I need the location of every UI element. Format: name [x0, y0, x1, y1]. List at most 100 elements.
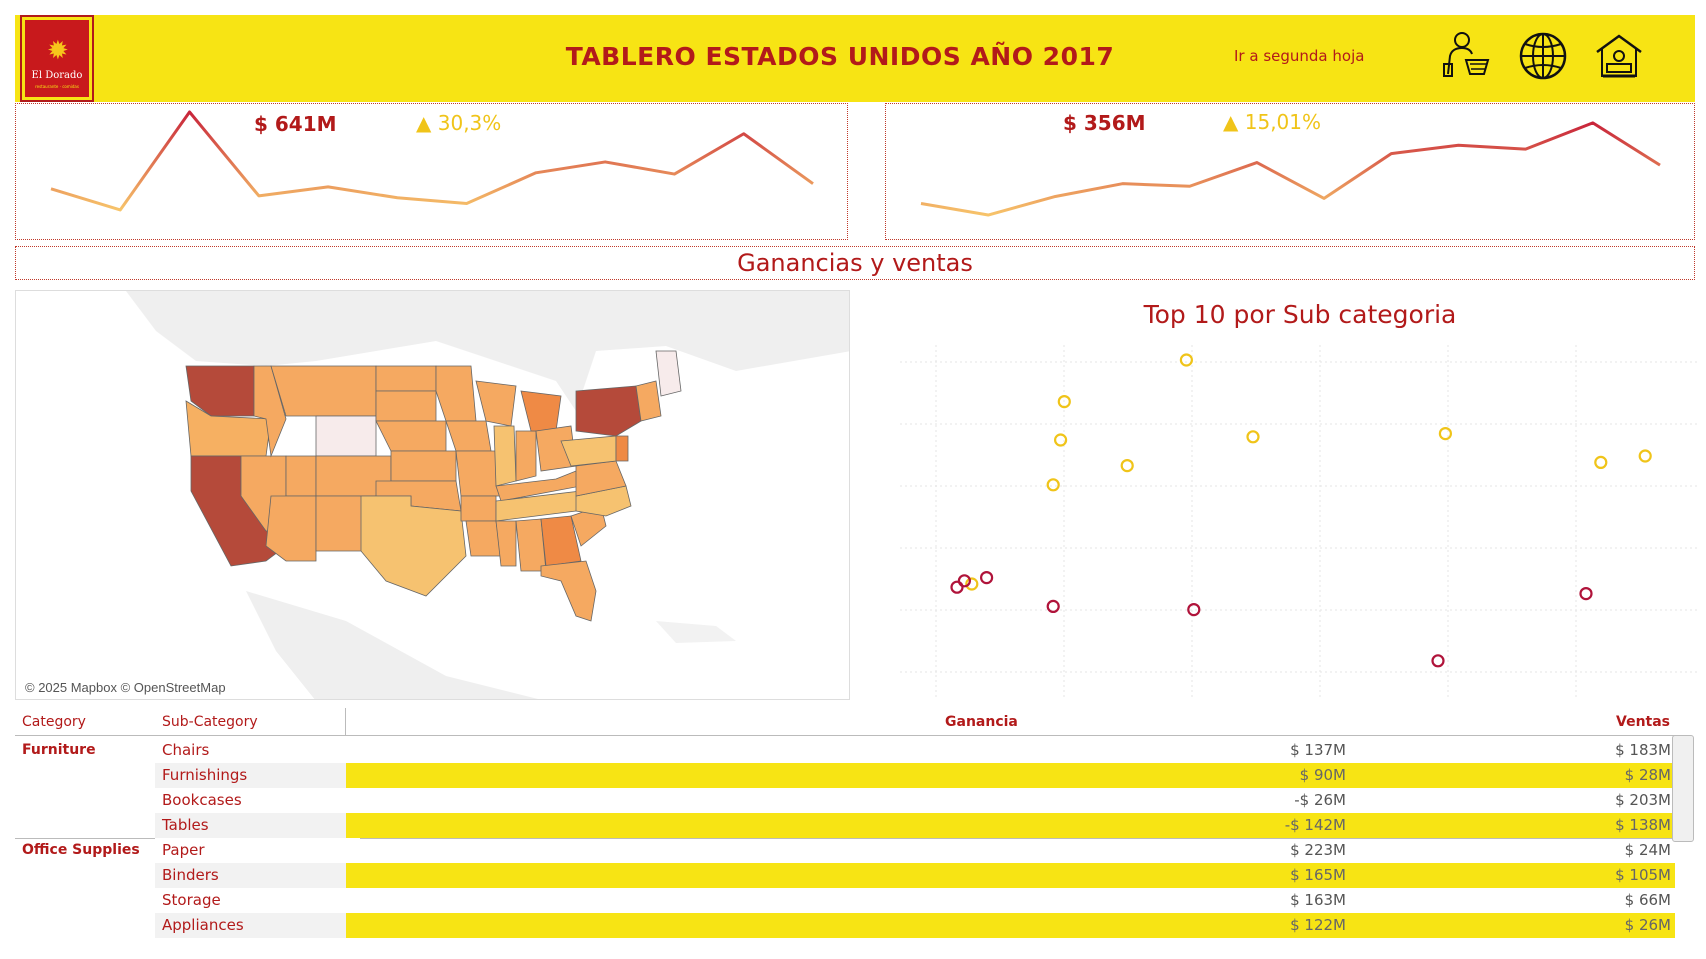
- state-louisiana: [465, 520, 502, 557]
- table-row[interactable]: Storage $ 163M $ 66M: [15, 888, 1675, 913]
- subcategory-cell[interactable]: Appliances: [155, 913, 360, 938]
- shopper-cart-icon[interactable]: [1440, 30, 1492, 82]
- kpi-left-sparkline: [50, 110, 814, 212]
- state-wyoming: [315, 415, 377, 457]
- scatter-point[interactable]: [1638, 449, 1652, 463]
- scatter-point[interactable]: [1594, 455, 1608, 470]
- scatter-point[interactable]: [1438, 426, 1453, 441]
- us-states[interactable]: [185, 350, 682, 622]
- scatter-point[interactable]: [1057, 394, 1071, 409]
- header-subcategory[interactable]: Sub-Category: [162, 714, 258, 730]
- header-ganancia[interactable]: Ganancia: [945, 714, 1018, 730]
- state-nebraska: [375, 420, 447, 452]
- logo-brand-text: El Dorado: [31, 70, 83, 81]
- us-choropleth-map[interactable]: [15, 290, 850, 700]
- table-row[interactable]: Office Supplies Paper $ 223M $ 24M: [15, 838, 1675, 863]
- ganancia-cell[interactable]: -$ 142M: [1284, 816, 1346, 834]
- kpi-right-change-text: 15,01%: [1244, 110, 1322, 134]
- header-ventas[interactable]: Ventas: [1616, 714, 1671, 730]
- table-row[interactable]: Binders $ 165M $ 105M: [15, 863, 1675, 888]
- map-canvas[interactable]: [16, 291, 850, 700]
- triangle-up-icon: ▲: [1223, 110, 1239, 134]
- value-cells: $ 137M $ 183M: [346, 738, 1675, 763]
- scatter-point[interactable]: [1046, 599, 1060, 613]
- ventas-cell[interactable]: $ 26M: [1624, 916, 1671, 934]
- globe-icon[interactable]: [1517, 30, 1569, 82]
- state-iowa: [445, 420, 492, 452]
- dashboard-title: TABLERO ESTADOS UNIDOS AÑO 2017: [565, 42, 1115, 71]
- scatter-point[interactable]: [1579, 587, 1593, 601]
- header-category[interactable]: Category: [22, 714, 86, 730]
- state-illinois: [493, 425, 517, 487]
- subcategory-cell[interactable]: Tables: [155, 813, 360, 838]
- subcategory-cell[interactable]: Storage: [155, 888, 360, 913]
- ganancia-cell[interactable]: $ 122M: [1290, 916, 1346, 934]
- state-new-jersey: [615, 435, 629, 462]
- scatter-point[interactable]: [957, 574, 972, 588]
- ventas-cell[interactable]: $ 105M: [1615, 866, 1671, 884]
- value-cells: $ 223M $ 24M: [346, 838, 1675, 863]
- ventas-cell[interactable]: $ 203M: [1615, 791, 1671, 809]
- ganancia-cell[interactable]: -$ 26M: [1294, 791, 1346, 809]
- scatter-chart[interactable]: [900, 345, 1700, 700]
- ventas-cell[interactable]: $ 28M: [1624, 766, 1671, 784]
- scatter-point[interactable]: [979, 571, 994, 585]
- ganancia-cell[interactable]: $ 223M: [1290, 841, 1346, 859]
- scatter-point[interactable]: [1246, 430, 1260, 444]
- table-row[interactable]: Appliances $ 122M $ 26M: [15, 913, 1675, 938]
- scatter-point[interactable]: [1187, 603, 1201, 617]
- ventas-cell[interactable]: $ 24M: [1624, 841, 1671, 859]
- kpi-left-value: $ 641M: [254, 112, 337, 136]
- table-row[interactable]: Furnishings $ 90M $ 28M: [15, 763, 1675, 788]
- go-to-second-sheet-link[interactable]: Ir a segunda hoja: [1234, 47, 1365, 65]
- scatter-points[interactable]: [950, 353, 1652, 668]
- value-cells: $ 163M $ 66M: [346, 888, 1675, 913]
- scatter-point[interactable]: [1179, 353, 1193, 367]
- scatter-title: Top 10 por Sub categoria: [1143, 300, 1457, 329]
- value-cells: $ 122M $ 26M: [346, 913, 1675, 938]
- scatter-point[interactable]: [1046, 478, 1060, 492]
- state-maine: [655, 350, 682, 397]
- scatter-point[interactable]: [1054, 433, 1068, 447]
- scatter-point[interactable]: [1120, 458, 1134, 473]
- state-missouri: [455, 450, 502, 497]
- table-row[interactable]: Bookcases -$ 26M $ 203M: [15, 788, 1675, 813]
- state-new-england: [635, 380, 662, 422]
- value-cells: $ 165M $ 105M: [346, 863, 1675, 888]
- ganancia-cell[interactable]: $ 163M: [1290, 891, 1346, 909]
- sparkline-path[interactable]: [50, 110, 814, 212]
- map-attribution[interactable]: © 2025 Mapbox © OpenStreetMap: [25, 680, 226, 695]
- subcategory-cell[interactable]: Paper: [155, 838, 360, 863]
- scatter-point[interactable]: [950, 580, 964, 594]
- ventas-cell[interactable]: $ 183M: [1615, 741, 1671, 759]
- subcategory-cell[interactable]: Binders: [155, 863, 360, 888]
- table-row[interactable]: Tables -$ 142M $ 138M: [15, 813, 1675, 838]
- state-texas: [360, 495, 467, 597]
- scatter-point[interactable]: [1431, 654, 1445, 668]
- state-kansas: [390, 450, 457, 482]
- subcategory-cell[interactable]: Chairs: [155, 738, 360, 763]
- state-new-york: [575, 385, 642, 437]
- value-cells: $ 90M $ 28M: [346, 763, 1675, 788]
- ventas-cell[interactable]: $ 138M: [1615, 816, 1671, 834]
- ventas-cell[interactable]: $ 66M: [1624, 891, 1671, 909]
- state-georgia: [540, 515, 582, 567]
- state-pennsylvania: [560, 435, 617, 467]
- table-row[interactable]: Furniture Chairs $ 137M $ 183M: [15, 738, 1675, 763]
- state-arkansas: [460, 495, 497, 522]
- sparkline-path[interactable]: [920, 121, 1661, 217]
- home-office-icon[interactable]: [1593, 30, 1645, 82]
- sun-logo-icon: ✹: [47, 36, 69, 66]
- scatter-point[interactable]: [965, 577, 979, 591]
- subcategory-cell[interactable]: Furnishings: [155, 763, 360, 788]
- ganancia-cell[interactable]: $ 165M: [1290, 866, 1346, 884]
- kpi-left-change-text: 30,3%: [437, 111, 502, 135]
- subcategory-cell[interactable]: Bookcases: [155, 788, 360, 813]
- state-arizona: [265, 495, 317, 562]
- table-scrollbar[interactable]: [1672, 735, 1694, 842]
- state-washington: [185, 365, 255, 417]
- state-north-dakota: [375, 365, 437, 392]
- state-wisconsin: [475, 380, 517, 427]
- ganancia-cell[interactable]: $ 137M: [1290, 741, 1346, 759]
- ganancia-cell[interactable]: $ 90M: [1299, 766, 1346, 784]
